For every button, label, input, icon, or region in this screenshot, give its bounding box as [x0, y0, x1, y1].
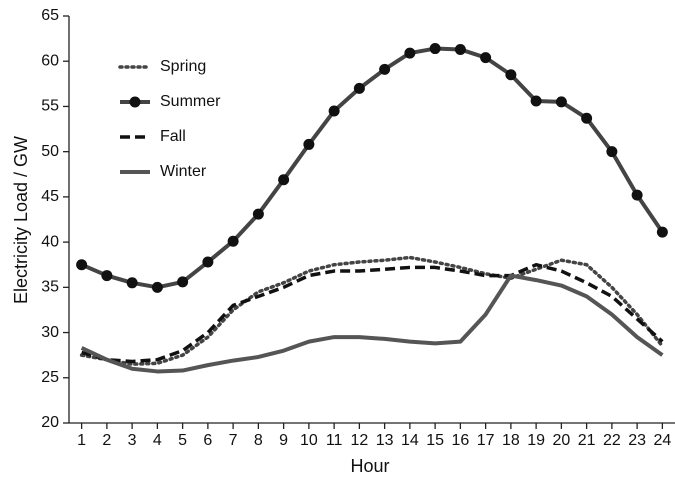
point — [76, 259, 88, 271]
series-line — [79, 255, 665, 366]
point — [404, 47, 416, 59]
x-tick-label: 8 — [254, 432, 263, 449]
x-tick-label: 9 — [279, 432, 288, 449]
x-tick-label: 2 — [102, 432, 111, 449]
x-tick-label: 19 — [527, 432, 545, 449]
x-axis-label: Hour — [350, 456, 389, 476]
point — [656, 226, 668, 238]
point — [252, 208, 264, 220]
point — [505, 69, 517, 81]
x-tick-label: 22 — [603, 432, 621, 449]
point — [555, 96, 567, 108]
y-axis-label: Electricity Load / GW — [11, 136, 31, 304]
point — [303, 138, 315, 150]
legend-label: Winter — [160, 163, 207, 180]
x-tick-label: 3 — [128, 432, 137, 449]
point — [480, 52, 492, 64]
point — [126, 277, 138, 289]
y-tick-label: 30 — [41, 324, 59, 341]
x-tick-label: 6 — [203, 432, 212, 449]
x-tick-label: 18 — [502, 432, 520, 449]
point — [101, 270, 113, 282]
legend-label: Summer — [160, 93, 221, 110]
x-tick-label: 14 — [401, 432, 419, 449]
legend-label: Fall — [160, 128, 186, 145]
y-tick-label: 40 — [41, 233, 59, 250]
point — [227, 235, 239, 247]
x-tick-label: 21 — [578, 432, 596, 449]
x-tick-label: 1 — [77, 432, 86, 449]
point — [454, 43, 466, 55]
point — [151, 281, 163, 293]
y-tick-label: 45 — [41, 188, 59, 205]
y-tick-label: 65 — [41, 7, 59, 24]
x-tick-label: 5 — [178, 432, 187, 449]
point — [202, 256, 214, 268]
x-tick-label: 15 — [426, 432, 444, 449]
point — [606, 146, 618, 158]
point — [353, 82, 365, 94]
point — [278, 174, 290, 186]
y-tick-label: 25 — [41, 369, 59, 386]
legend-label: Spring — [160, 58, 206, 75]
y-tick-label: 60 — [41, 52, 59, 69]
x-tick-label: 7 — [229, 432, 238, 449]
legend-marker — [129, 96, 141, 108]
x-tick-label: 20 — [552, 432, 570, 449]
y-tick-label: 20 — [41, 414, 59, 431]
point — [581, 112, 593, 124]
y-tick-label: 35 — [41, 279, 59, 296]
point — [328, 105, 340, 117]
series-line — [80, 273, 664, 374]
x-tick-label: 24 — [653, 432, 671, 449]
y-tick-label: 55 — [41, 98, 59, 115]
x-tick-label: 10 — [300, 432, 318, 449]
x-tick-label: 17 — [477, 432, 495, 449]
point — [631, 189, 643, 201]
series-line — [81, 262, 664, 364]
y-tick-label: 50 — [41, 143, 59, 160]
x-tick-label: 23 — [628, 432, 646, 449]
point — [429, 43, 441, 55]
x-tick-label: 12 — [350, 432, 368, 449]
x-tick-label: 16 — [451, 432, 469, 449]
point — [177, 276, 189, 288]
point — [530, 95, 542, 107]
x-tick-label: 13 — [376, 432, 394, 449]
x-tick-label: 11 — [326, 432, 343, 449]
x-tick-label: 4 — [153, 432, 162, 449]
point — [379, 63, 391, 75]
